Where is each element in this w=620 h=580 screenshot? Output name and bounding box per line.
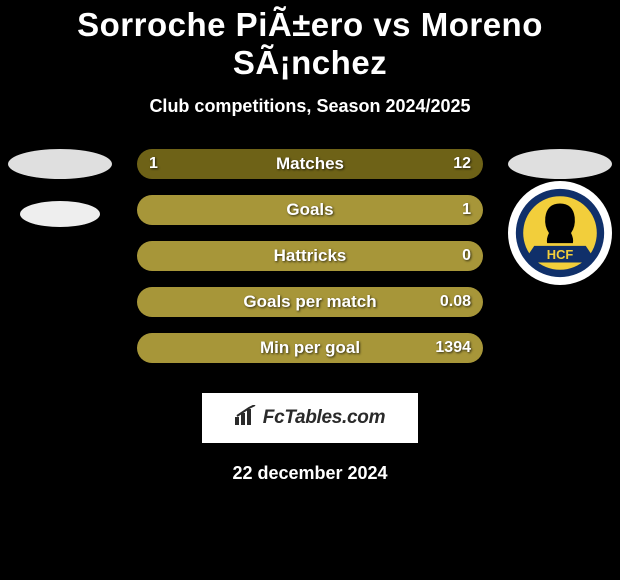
stat-bar-right-value: 1394 [435, 333, 471, 363]
stat-bar-label: Min per goal [137, 333, 483, 363]
stat-bar: Goals per match0.08 [137, 287, 483, 317]
player-badge-left [20, 201, 100, 227]
club-logo-svg: HCF [508, 181, 612, 285]
brand-text: FcTables.com [263, 407, 385, 429]
stat-bar: Matches1 12 [137, 149, 483, 179]
snapshot-date: 22 december 2024 [0, 463, 620, 484]
stat-bar-label: Goals per match [137, 287, 483, 317]
stat-bar-left-value: 1 [149, 149, 158, 179]
svg-text:HCF: HCF [547, 247, 574, 262]
bar-chart-icon [235, 405, 257, 431]
stat-bar: Min per goal1394 [137, 333, 483, 363]
stat-bar-right-value: 1 [462, 195, 471, 225]
brand-attribution: FcTables.com [202, 393, 418, 443]
player-badge-right [508, 149, 612, 179]
stat-bar-label: Hattricks [137, 241, 483, 271]
stat-bar-label: Goals [137, 195, 483, 225]
stat-bar: Goals1 [137, 195, 483, 225]
player-badge-left [8, 149, 112, 179]
club-logo: HCF [508, 181, 612, 285]
stat-bar-label: Matches [137, 149, 483, 179]
stat-bar-right-value: 0 [462, 241, 471, 271]
season-subtitle: Club competitions, Season 2024/2025 [0, 96, 620, 117]
stat-bar-right-value: 12 [453, 149, 471, 179]
stat-bar: Hattricks0 [137, 241, 483, 271]
page-title: Sorroche PiÃ±ero vs Moreno SÃ¡nchez [0, 0, 620, 82]
comparison-stage: Matches112Goals1Hattricks0Goals per matc… [0, 149, 620, 379]
stat-bar-right-value: 0.08 [440, 287, 471, 317]
